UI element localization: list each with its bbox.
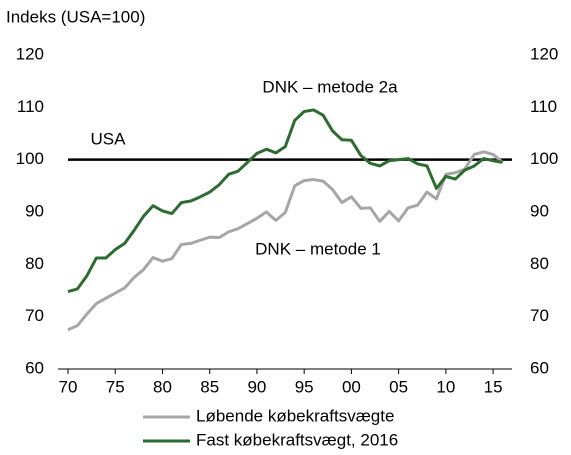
y-tick-label: 110 [17, 97, 44, 116]
y-axis-label: Indeks (USA=100) [6, 7, 145, 26]
x-tick-label: 10 [436, 377, 455, 396]
y2-tick-label: 90 [530, 201, 549, 220]
y2-tick-label: 100 [530, 149, 558, 168]
x-tick-label: 80 [153, 377, 172, 396]
y2-tick-label: 120 [530, 44, 558, 63]
y-tick-label: 70 [25, 306, 44, 325]
x-tick-label: 85 [200, 377, 219, 396]
y-tick-label: 120 [16, 44, 44, 63]
y2-tick-label: 60 [530, 358, 549, 377]
y2-tick-label: 70 [530, 306, 549, 325]
y-tick-label: 100 [16, 149, 44, 168]
legend-label: Løbende købekraftsvægte [196, 406, 394, 425]
y2-tick-label: 110 [530, 97, 557, 116]
x-tick-label: 70 [59, 377, 78, 396]
x-tick-label: 75 [106, 377, 125, 396]
x-tick-label: 15 [484, 377, 503, 396]
x-tick-label: 05 [389, 377, 408, 396]
series-line [67, 108, 503, 293]
y-tick-label: 80 [25, 254, 44, 273]
annotation: DNK – metode 2a [262, 77, 398, 96]
annotation: USA [91, 129, 127, 148]
y2-tick-label: 80 [530, 254, 549, 273]
y-tick-label: 90 [25, 201, 44, 220]
legend-label: Fast købekraftsvægt, 2016 [196, 430, 398, 449]
annotation: DNK – metode 1 [255, 239, 381, 258]
y-tick-label: 60 [25, 358, 44, 377]
x-tick-label: 90 [247, 377, 266, 396]
series-line [67, 150, 504, 332]
x-tick-label: 95 [295, 377, 314, 396]
x-tick-label: 00 [342, 377, 361, 396]
